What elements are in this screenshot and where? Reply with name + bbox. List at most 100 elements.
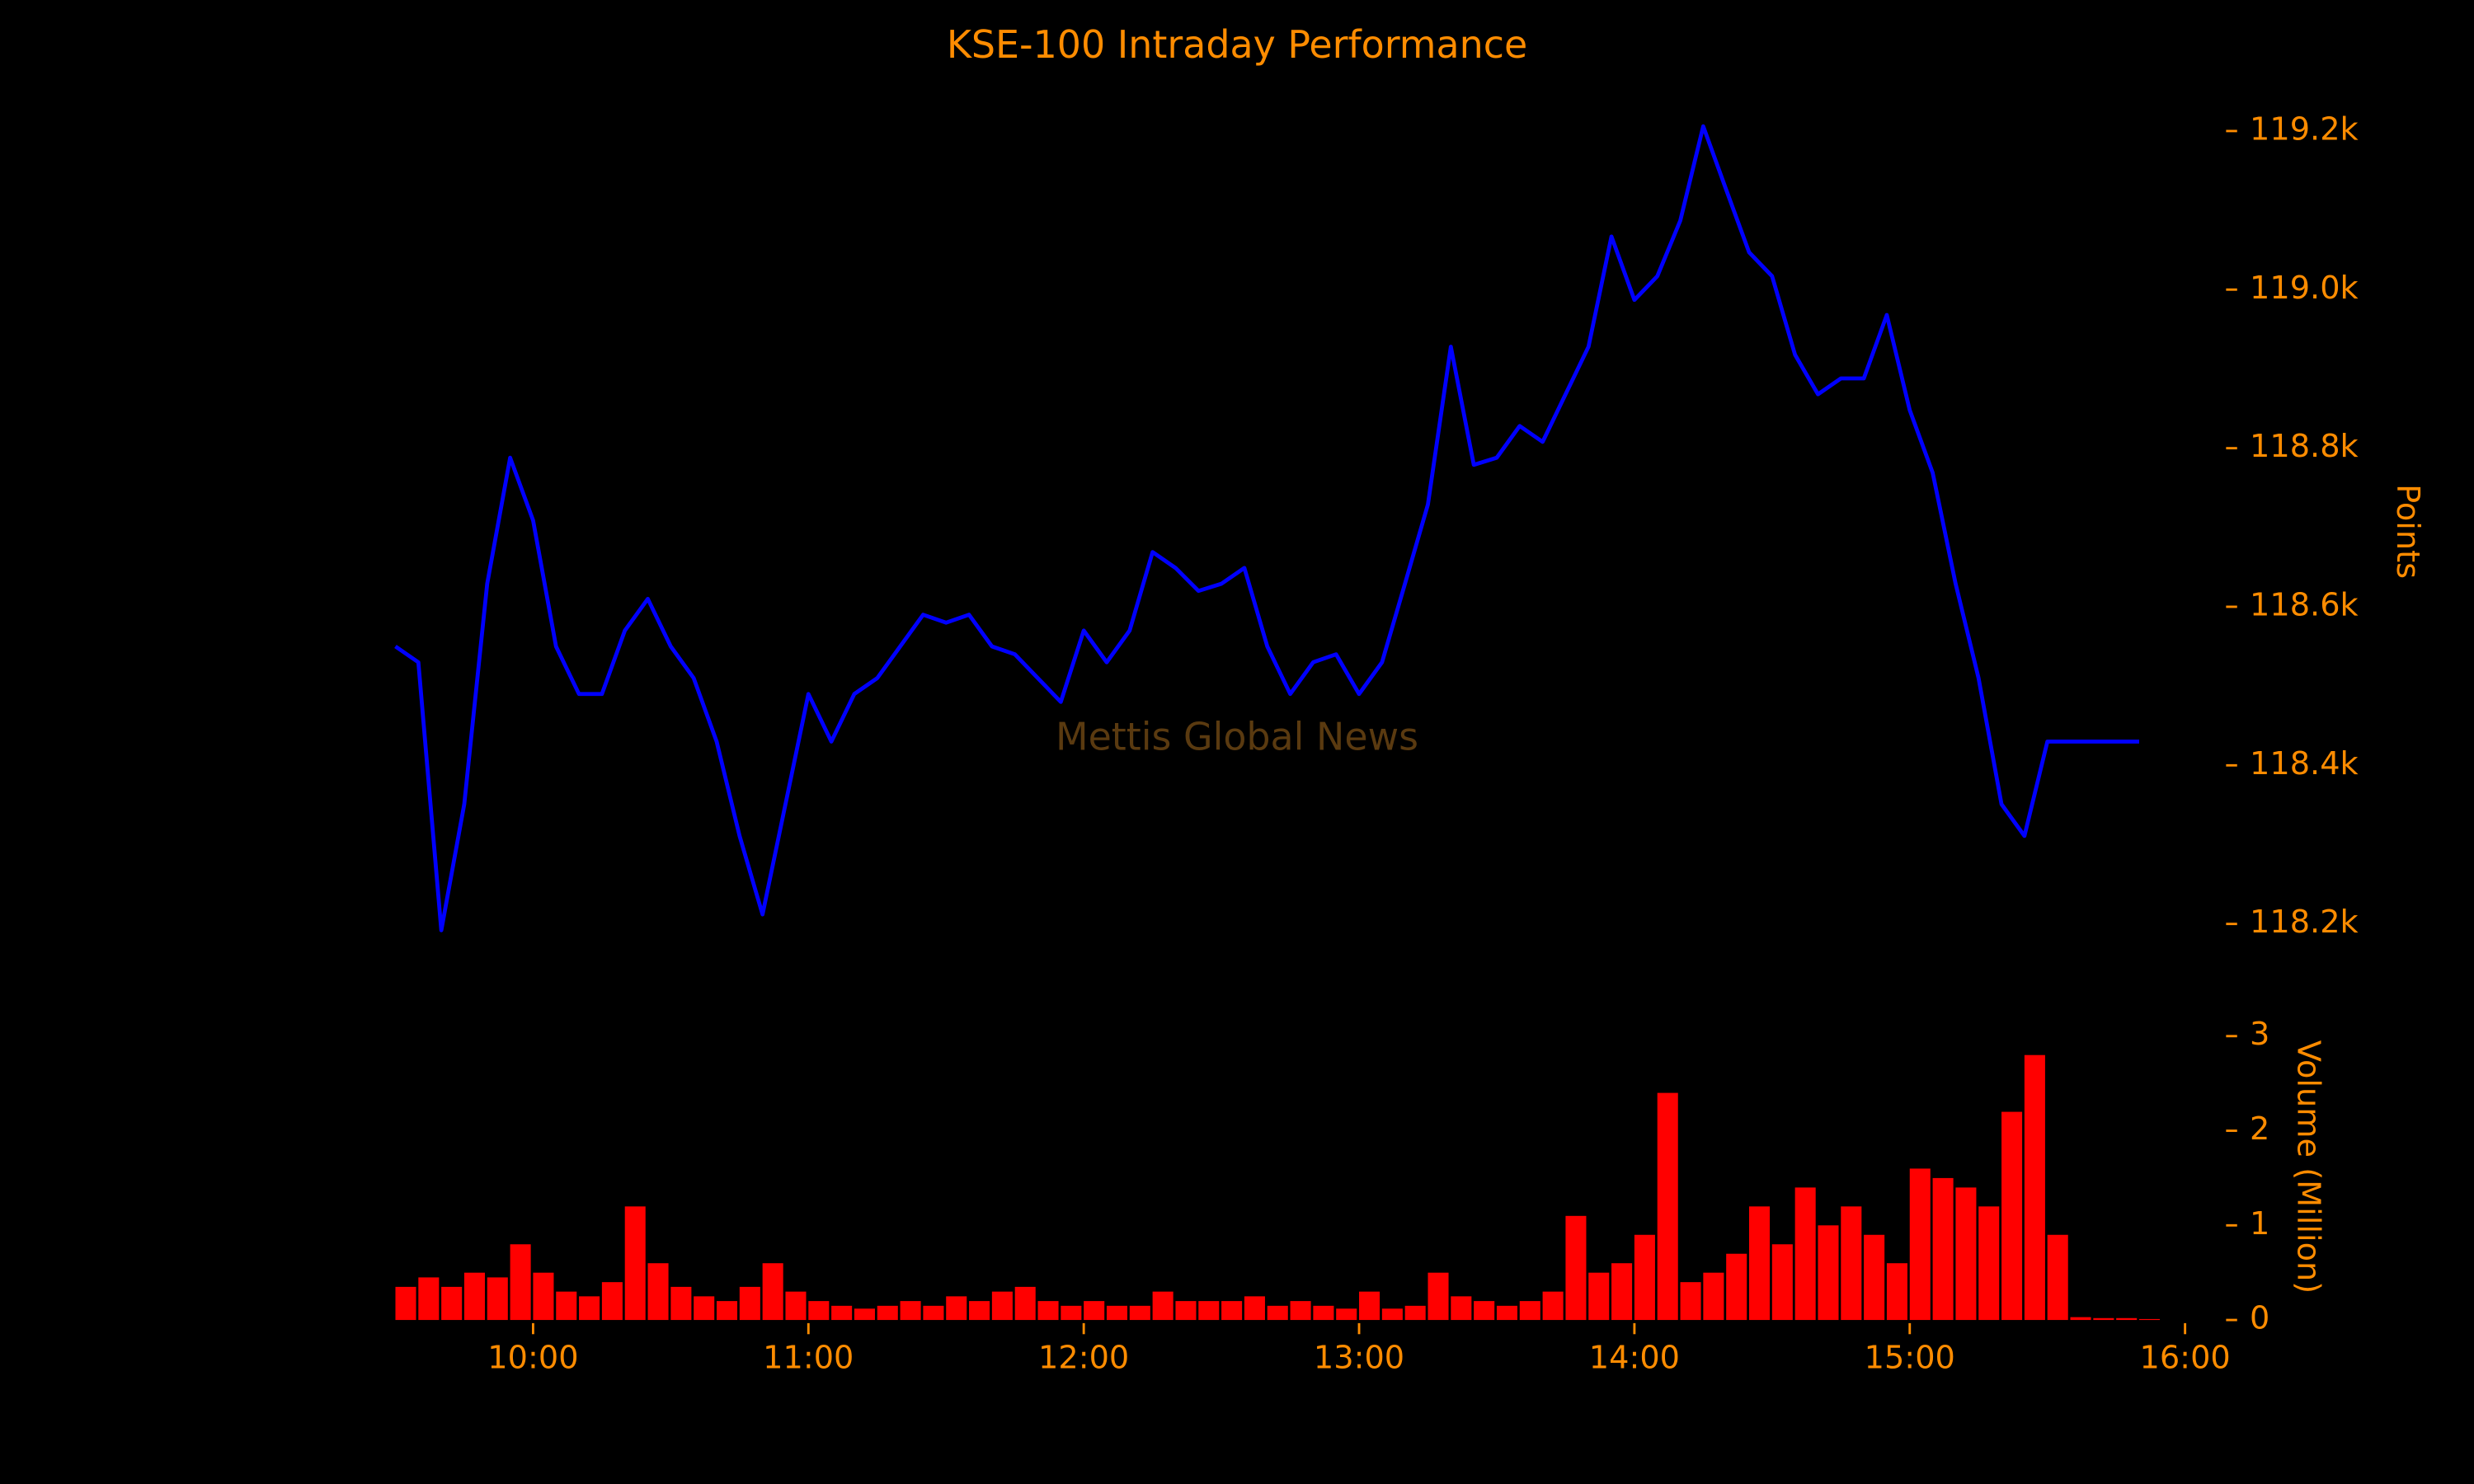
volume-bar (946, 1296, 967, 1321)
y-tick-label: 118.2k (2250, 904, 2359, 941)
volume-bar (1932, 1177, 1954, 1321)
volume-bar (1129, 1305, 1150, 1321)
y-tick-label: 0 (2250, 1300, 2269, 1337)
volume-bar (1175, 1301, 1197, 1321)
volume-bar (1703, 1272, 1724, 1321)
volume-bar (923, 1305, 944, 1321)
x-tick-label: 15:00 (1865, 1339, 1955, 1376)
volume-bar (1313, 1305, 1334, 1321)
volume-bar (1451, 1296, 1472, 1321)
volume-bar (395, 1286, 416, 1321)
y-tick-label: 119.0k (2250, 270, 2359, 307)
volume-bar (1794, 1187, 1816, 1321)
y-tick-label: 118.4k (2250, 745, 2359, 782)
volume-bar (1818, 1225, 1839, 1321)
price-line (394, 124, 2139, 932)
volume-bar (1014, 1286, 1036, 1321)
volume-bar (717, 1301, 738, 1321)
volume-bar (487, 1277, 508, 1321)
volume-bar (1886, 1263, 1907, 1321)
volume-bar (463, 1272, 485, 1321)
volume-bar (647, 1263, 669, 1321)
volume-bar (441, 1286, 463, 1321)
volume-bar (1152, 1291, 1174, 1321)
y-tick-label: 1 (2250, 1205, 2269, 1242)
volume-bar (1955, 1187, 1977, 1321)
volume-bar (1519, 1301, 1540, 1321)
volume-bar (1909, 1168, 1931, 1321)
x-tick-label: 16:00 (2140, 1339, 2231, 1376)
volume-bar (1290, 1301, 1311, 1321)
volume-bar (2138, 1318, 2161, 1321)
volume-bar (969, 1301, 990, 1321)
y-tick-label: 118.6k (2250, 586, 2359, 623)
volume-bar (1106, 1305, 1128, 1321)
y-axis-label: Points (2389, 484, 2426, 579)
volume-bar (1749, 1206, 1771, 1321)
volume-bar (1084, 1301, 1105, 1321)
volume-bar (1565, 1215, 1587, 1321)
y-tick-label: 2 (2250, 1111, 2269, 1148)
volume-bar (2070, 1317, 2091, 1321)
volume-bar (854, 1308, 875, 1321)
volume-bar (877, 1305, 898, 1321)
volume-bar (556, 1291, 577, 1321)
volume-bar (762, 1263, 783, 1321)
volume-bar (1336, 1308, 1357, 1321)
volume-bar (694, 1296, 715, 1321)
volume-bar (579, 1296, 600, 1321)
volume-bar (1588, 1272, 1610, 1321)
volume-bar (2116, 1317, 2138, 1321)
volume-bar (1221, 1301, 1243, 1321)
volume-bar (601, 1282, 623, 1321)
volume-bar (1680, 1282, 1701, 1321)
y-tick-label: 118.8k (2250, 428, 2359, 465)
volume-bar (900, 1301, 921, 1321)
volume-bar (1404, 1305, 1426, 1321)
volume-bar (1771, 1244, 1793, 1321)
volume-bar (1841, 1206, 1862, 1321)
x-tick-label: 13:00 (1314, 1339, 1404, 1376)
volume-bar (2024, 1054, 2045, 1321)
volume-bar (1864, 1234, 1885, 1321)
volume-bar (1061, 1305, 1082, 1321)
chart-title: KSE-100 Intraday Performance (947, 22, 1527, 67)
volume-bar (1198, 1301, 1220, 1321)
y-tick-label: 3 (2250, 1016, 2269, 1053)
x-tick-label: 10:00 (487, 1339, 578, 1376)
volume-bar (1244, 1296, 1265, 1321)
watermark: Mettis Global News (1056, 715, 1418, 759)
volume-bar (1474, 1301, 1495, 1321)
volume-bar (1427, 1272, 1449, 1321)
y-axis-label: Volume (Million) (2289, 1040, 2326, 1294)
volume-bar (1726, 1253, 1747, 1321)
volume-bar (510, 1244, 531, 1321)
x-tick-label: 14:00 (1589, 1339, 1680, 1376)
volume-bar (624, 1206, 646, 1321)
volume-bar (2047, 1234, 2068, 1321)
volume-bar (1267, 1305, 1288, 1321)
volume-bar (831, 1305, 853, 1321)
volume-bar (1634, 1234, 1655, 1321)
volume-bar (1037, 1301, 1059, 1321)
volume-bar (533, 1272, 554, 1321)
volume-bar (1542, 1291, 1564, 1321)
volume-bar (785, 1291, 807, 1321)
volume-bar (1381, 1308, 1403, 1321)
volume-bar (1657, 1092, 1678, 1321)
x-tick-label: 12:00 (1038, 1339, 1129, 1376)
x-tick-label: 11:00 (763, 1339, 854, 1376)
volume-bar (2093, 1317, 2114, 1321)
volume-bar (2001, 1111, 2023, 1321)
volume-bar (1359, 1291, 1380, 1321)
volume-bar (808, 1301, 830, 1321)
volume-bar (739, 1286, 760, 1321)
y-tick-label: 119.2k (2250, 110, 2359, 148)
volume-bar (670, 1286, 692, 1321)
volume-bar (1496, 1305, 1517, 1321)
volume-bar (991, 1291, 1013, 1321)
volume-bar (418, 1277, 440, 1321)
volume-bar (1978, 1206, 2000, 1321)
